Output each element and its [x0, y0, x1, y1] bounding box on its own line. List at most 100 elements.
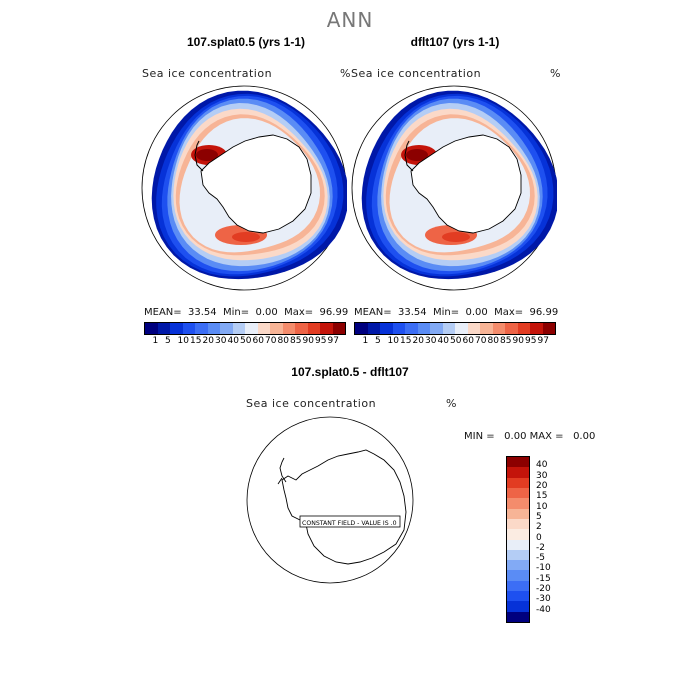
panel1-title: 107.splat0.5 (yrs 1-1): [186, 35, 306, 49]
difference-colorbar-swatch: [507, 498, 529, 509]
ice-hotspot: [406, 149, 428, 161]
ice-hotspot: [232, 232, 260, 242]
difference-colorbar-swatch: [507, 611, 529, 622]
constant-field-note: CONSTANT FIELD - VALUE IS .0: [302, 520, 397, 527]
panel1-colorbar-swatch: [332, 323, 345, 334]
panel2-colorbar-swatch: [530, 323, 543, 334]
panel1-mean: 33.54: [188, 307, 217, 318]
panel2-colorbar-tick-label: 85: [500, 336, 512, 346]
difference-colorbar-tick-label: 0: [536, 532, 542, 543]
ice-hotspot: [442, 232, 470, 242]
panel2-colorbar-swatch: [492, 323, 505, 334]
difference-colorbar-tick-label: -20: [536, 584, 551, 595]
difference-colorbar-swatch: [507, 591, 529, 602]
panel2-variable-label: Sea ice concentration: [351, 67, 482, 80]
panel2-title: dflt107 (yrs 1-1): [410, 35, 500, 49]
panel2-colorbar: [354, 322, 556, 335]
panel1-colorbar-swatch: [282, 323, 295, 334]
panel1-colorbar-tick-label: 95: [315, 336, 327, 346]
panel1-colorbar-tick-label: 1: [152, 336, 159, 346]
panel2-colorbar-tick-label: 10: [387, 336, 399, 346]
panel1-colorbar-tick-label: 5: [165, 336, 171, 346]
difference-colorbar-swatch: [507, 601, 529, 612]
difference-colorbar-tick-label: 30: [536, 470, 548, 481]
main-title: ANN: [326, 8, 374, 32]
panel2-colorbar-tick-label: 97: [537, 336, 549, 346]
panel2-min-label: Min=: [433, 307, 460, 318]
difference-colorbar-tick-label: -15: [536, 573, 551, 584]
difference-map-boundary: [246, 416, 414, 584]
panel1-colorbar-swatch: [270, 323, 283, 334]
panel1-colorbar-swatch: [307, 323, 320, 334]
difference-colorbar-swatch: [507, 570, 529, 581]
panel1-colorbar-swatch: [170, 323, 183, 334]
panel1-colorbar-tick-label: 60: [252, 336, 264, 346]
panel2-colorbar-swatch: [480, 323, 493, 334]
panel2-colorbar-swatch: [417, 323, 430, 334]
panel1-polar-map: [141, 85, 347, 291]
difference-variable-label: Sea ice concentration: [246, 397, 377, 410]
panel2-colorbar-tick-label: 40: [437, 336, 449, 346]
difference-colorbar-tick-label: 20: [536, 480, 548, 491]
antarctica-landmass: [200, 134, 312, 234]
panel1-max: 96.99: [319, 307, 349, 318]
panel2-polar-map: [351, 85, 557, 291]
panel1-max-label: Max=: [284, 307, 314, 318]
panel2-colorbar-swatch: [517, 323, 530, 334]
difference-colorbar-tick-label: -10: [536, 563, 551, 574]
panel2-colorbar-tick-label: 95: [525, 336, 537, 346]
panel2-stats: MEAN= 33.54 Min= 0.00 Max= 96.99: [354, 307, 558, 318]
panel1-colorbar: [144, 322, 346, 335]
panel1-stats: MEAN= 33.54 Min= 0.00 Max= 96.99: [144, 307, 348, 318]
panel1-colorbar-swatch: [195, 323, 208, 334]
panel2-colorbar-swatch: [455, 323, 468, 334]
panel2-colorbar-swatch: [355, 323, 368, 334]
panel2-colorbar-tick-label: 30: [425, 336, 437, 346]
panel2-colorbar-tick-label: 70: [475, 336, 487, 346]
panel2-colorbar-swatch: [405, 323, 418, 334]
panel2-mean-label: MEAN=: [354, 307, 392, 318]
panel1-colorbar-tick-label: 97: [327, 336, 339, 346]
difference-colorbar-tick-label: -40: [536, 604, 551, 615]
panel1-colorbar-tick-label: 80: [277, 336, 289, 346]
difference-colorbar-tick-label: 2: [536, 522, 542, 533]
difference-colorbar-swatch: [507, 580, 529, 592]
antarctic-peninsula-outline: [277, 457, 287, 485]
panel1-min-label: Min=: [223, 307, 250, 318]
difference-colorbar: [506, 456, 530, 623]
difference-min-label: MIN =: [464, 431, 495, 442]
difference-colorbar-tick-label: 10: [536, 501, 548, 512]
difference-colorbar-swatch: [507, 457, 529, 468]
panel1-colorbar-tick-label: 85: [290, 336, 302, 346]
panel1-colorbar-swatch: [220, 323, 233, 334]
panel2-colorbar-tick-label: 60: [462, 336, 474, 346]
antarctica-landmass: [410, 134, 522, 234]
panel1-colorbar-tick-label: 70: [265, 336, 277, 346]
panel2-units-label: %: [550, 67, 561, 80]
panel2-colorbar-tick-label: 20: [412, 336, 424, 346]
difference-colorbar-swatch: [507, 549, 529, 561]
panel2-colorbar-tick-label: 50: [450, 336, 462, 346]
difference-colorbar-swatch: [507, 518, 529, 530]
difference-colorbar-tick-label: 5: [536, 511, 542, 522]
constant-field-box: [299, 515, 401, 528]
panel2-min: 0.00: [465, 307, 488, 318]
difference-stats: MIN = 0.00 MAX = 0.00: [464, 431, 595, 442]
panel1-units-label: %: [340, 67, 351, 80]
difference-colorbar-tick-label: -30: [536, 594, 551, 605]
panel2-colorbar-tick-label: 1: [362, 336, 369, 346]
panel2-colorbar-tick-label: 5: [375, 336, 381, 346]
panel2-mean: 33.54: [398, 307, 427, 318]
panel1-variable-label: Sea ice concentration: [142, 67, 273, 80]
difference-colorbar-swatch: [507, 539, 529, 550]
difference-colorbar-swatch: [507, 487, 529, 499]
difference-colorbar-swatch: [507, 467, 529, 478]
panel2-colorbar-swatch: [380, 323, 393, 334]
panel1-colorbar-swatch: [245, 323, 258, 334]
panel2-colorbar-swatch: [392, 323, 405, 334]
antarctic-peninsula: [404, 140, 414, 172]
panel2-colorbar-ticks: 1 5 10 15 20 30 40 50 60 70 80 85 90 95 97: [354, 336, 556, 348]
panel1-colorbar-ticks: 1 5 10 15 20 30 40 50 60 70 80 85 90 95 97: [144, 336, 346, 348]
panel2-colorbar-tick-label: 15: [400, 336, 412, 346]
difference-colorbar-swatch: [507, 477, 529, 488]
